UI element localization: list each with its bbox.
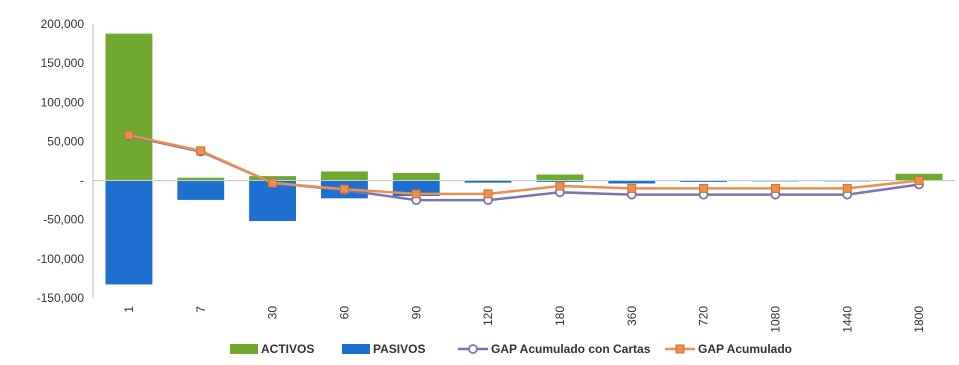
lines [124, 130, 924, 206]
point-gap-acumulado [699, 183, 709, 193]
bar-activos [535, 174, 584, 181]
y-tick-label: 200,000 [41, 17, 85, 31]
point-gap-acumulado [339, 184, 349, 194]
x-tick-label: 30 [266, 306, 280, 320]
x-tick-label: 180 [553, 306, 567, 326]
bar-pasivos [104, 180, 153, 285]
bar-pasivos [679, 180, 728, 183]
x-tick-label: 1 [122, 306, 136, 313]
x-tick-label: 60 [337, 306, 351, 320]
point-gap-acumulado [411, 189, 421, 199]
bar-activos [320, 170, 369, 181]
x-tick-label: 720 [697, 306, 711, 326]
bars [104, 33, 944, 285]
bar-pasivos [176, 180, 225, 201]
legend-item-gap-acumulado-con-cartas: GAP Acumulado con Cartas [458, 342, 651, 356]
y-tick-label: - [80, 174, 84, 188]
point-gap-acumulado [555, 181, 565, 191]
y-axis: -150,000-100,000-50,000-50,000100,000150… [37, 17, 94, 305]
y-tick-label: 50,000 [47, 134, 84, 148]
x-tick-label: 1080 [768, 306, 782, 333]
legend: ACTIVOS PASIVOS GAP Acumulado con Cartas GA… [230, 342, 792, 356]
bar-pasivos [751, 180, 800, 182]
bar-pasivos [464, 180, 513, 184]
x-axis: 1 7 30 60 90 120 180 360 720 1080 1440 1800 [93, 180, 955, 333]
line-gap-acumulado [128, 133, 920, 196]
y-tick-label: -150,000 [37, 291, 85, 305]
point-gap-acumulado [914, 176, 924, 186]
bar-activos [104, 33, 153, 181]
legend-label: PASIVOS [373, 342, 425, 356]
x-tick-label: 1440 [840, 306, 854, 333]
x-tick-label: 7 [194, 306, 208, 313]
point-gap-acumulado [627, 183, 637, 193]
y-tick-label: -50,000 [43, 213, 84, 227]
legend-swatch-activos [230, 344, 258, 354]
point-gap-acumulado [770, 183, 780, 193]
legend-label: GAP Acumulado con Cartas [491, 342, 651, 356]
point-gap-acumulado [124, 130, 134, 140]
y-tick-label: 150,000 [41, 56, 85, 70]
legend-swatch-pasivos [342, 344, 370, 354]
legend-item-pasivos: PASIVOS [342, 342, 425, 356]
legend-item-activos: ACTIVOS [230, 342, 314, 356]
x-tick-label: 360 [625, 306, 639, 326]
x-tick-label: 1800 [912, 306, 926, 333]
legend-marker-gap-acumulado [675, 344, 685, 354]
legend-marker-gap-acumulado-con-cartas [468, 344, 478, 354]
bar-activos [176, 177, 225, 181]
x-tick-label: 90 [409, 306, 423, 320]
bar-pasivos [823, 180, 872, 182]
x-tick-label: 120 [481, 306, 495, 326]
legend-item-gap-acumulado: GAP Acumulado [665, 342, 792, 356]
y-tick-label: -100,000 [37, 252, 85, 266]
legend-label: ACTIVOS [261, 342, 314, 356]
point-gap-acumulado [483, 189, 493, 199]
legend-label: GAP Acumulado [698, 342, 792, 356]
bar-activos [392, 172, 441, 181]
point-gap-acumulado [196, 146, 206, 156]
y-tick-label: 100,000 [41, 95, 85, 109]
bar-pasivos [607, 180, 656, 184]
point-gap-acumulado [268, 178, 278, 188]
point-gap-acumulado [842, 183, 852, 193]
